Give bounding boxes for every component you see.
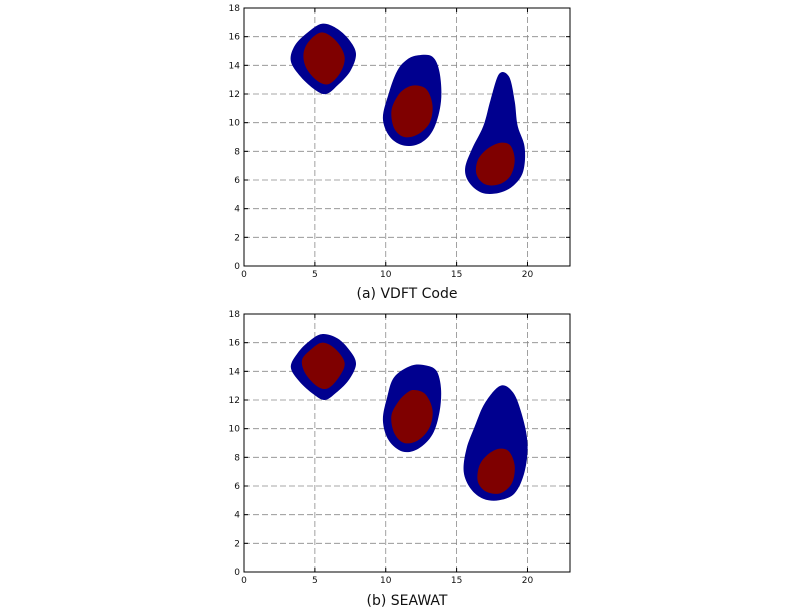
y-tick-label-6: 12: [229, 90, 240, 100]
plot-a: 0 5 10 15 20 0 2 4 6 8 10 12 14 16 18: [229, 4, 571, 280]
y-tick-label-6: 12: [229, 396, 240, 406]
plume-inner-3: [477, 448, 515, 494]
y-tick-label-7: 14: [229, 61, 241, 71]
y-tick-label-9: 18: [229, 4, 241, 14]
y-tick-label-1: 2: [234, 539, 240, 549]
plume-inner-2: [391, 389, 433, 444]
caption-a: (a) VDFT Code: [356, 286, 458, 302]
y-tick-label-8: 16: [229, 339, 241, 349]
plume-inner-1: [303, 32, 345, 85]
y-tick-label-2: 4: [234, 205, 240, 215]
plume-inner-2: [391, 85, 433, 138]
y-tick-label-1: 2: [234, 233, 240, 243]
plume-inner-1: [301, 342, 345, 390]
x-tick-label-2: 10: [380, 576, 392, 586]
x-tick-label-3: 15: [451, 270, 462, 280]
x-tick-label-0: 0: [241, 270, 247, 280]
x-tick-label-4: 20: [522, 576, 534, 586]
y-tick-label-7: 14: [229, 367, 241, 377]
x-tick-label-1: 5: [312, 270, 318, 280]
y-tick-label-5: 10: [229, 425, 241, 435]
y-tick-label-5: 10: [229, 119, 241, 129]
x-tick-label-3: 15: [451, 576, 462, 586]
axes-frame: [243, 7, 571, 267]
y-tick-label-3: 6: [234, 176, 240, 186]
caption-b: (b) SEAWAT: [366, 593, 448, 609]
y-tick-label-9: 18: [229, 310, 241, 320]
y-tick-label-0: 0: [234, 262, 240, 272]
x-tick-label-1: 5: [312, 576, 318, 586]
x-tick-label-4: 20: [522, 270, 534, 280]
y-tick-label-8: 16: [229, 33, 241, 43]
axes-frame: [243, 313, 571, 573]
y-tick-label-3: 6: [234, 482, 240, 492]
y-tick-label-2: 4: [234, 511, 240, 521]
plot-b: 0 5 10 15 20 0 2 4 6 8 10 12 14 16 18: [229, 310, 571, 586]
panel-a: 0 5 10 15 20 0 2 4 6 8 10 12 14 16 18 (a) VDFT Code: [229, 4, 571, 302]
x-tick-label-2: 10: [380, 270, 392, 280]
x-tick-label-0: 0: [241, 576, 247, 586]
plume-inner-3: [475, 142, 515, 186]
y-tick-label-4: 8: [234, 147, 240, 157]
y-tick-label-4: 8: [234, 453, 240, 463]
y-tick-label-0: 0: [234, 568, 240, 578]
panel-b: 0 5 10 15 20 0 2 4 6 8 10 12 14 16 18 (b) SEAWAT: [0, 306, 800, 612]
